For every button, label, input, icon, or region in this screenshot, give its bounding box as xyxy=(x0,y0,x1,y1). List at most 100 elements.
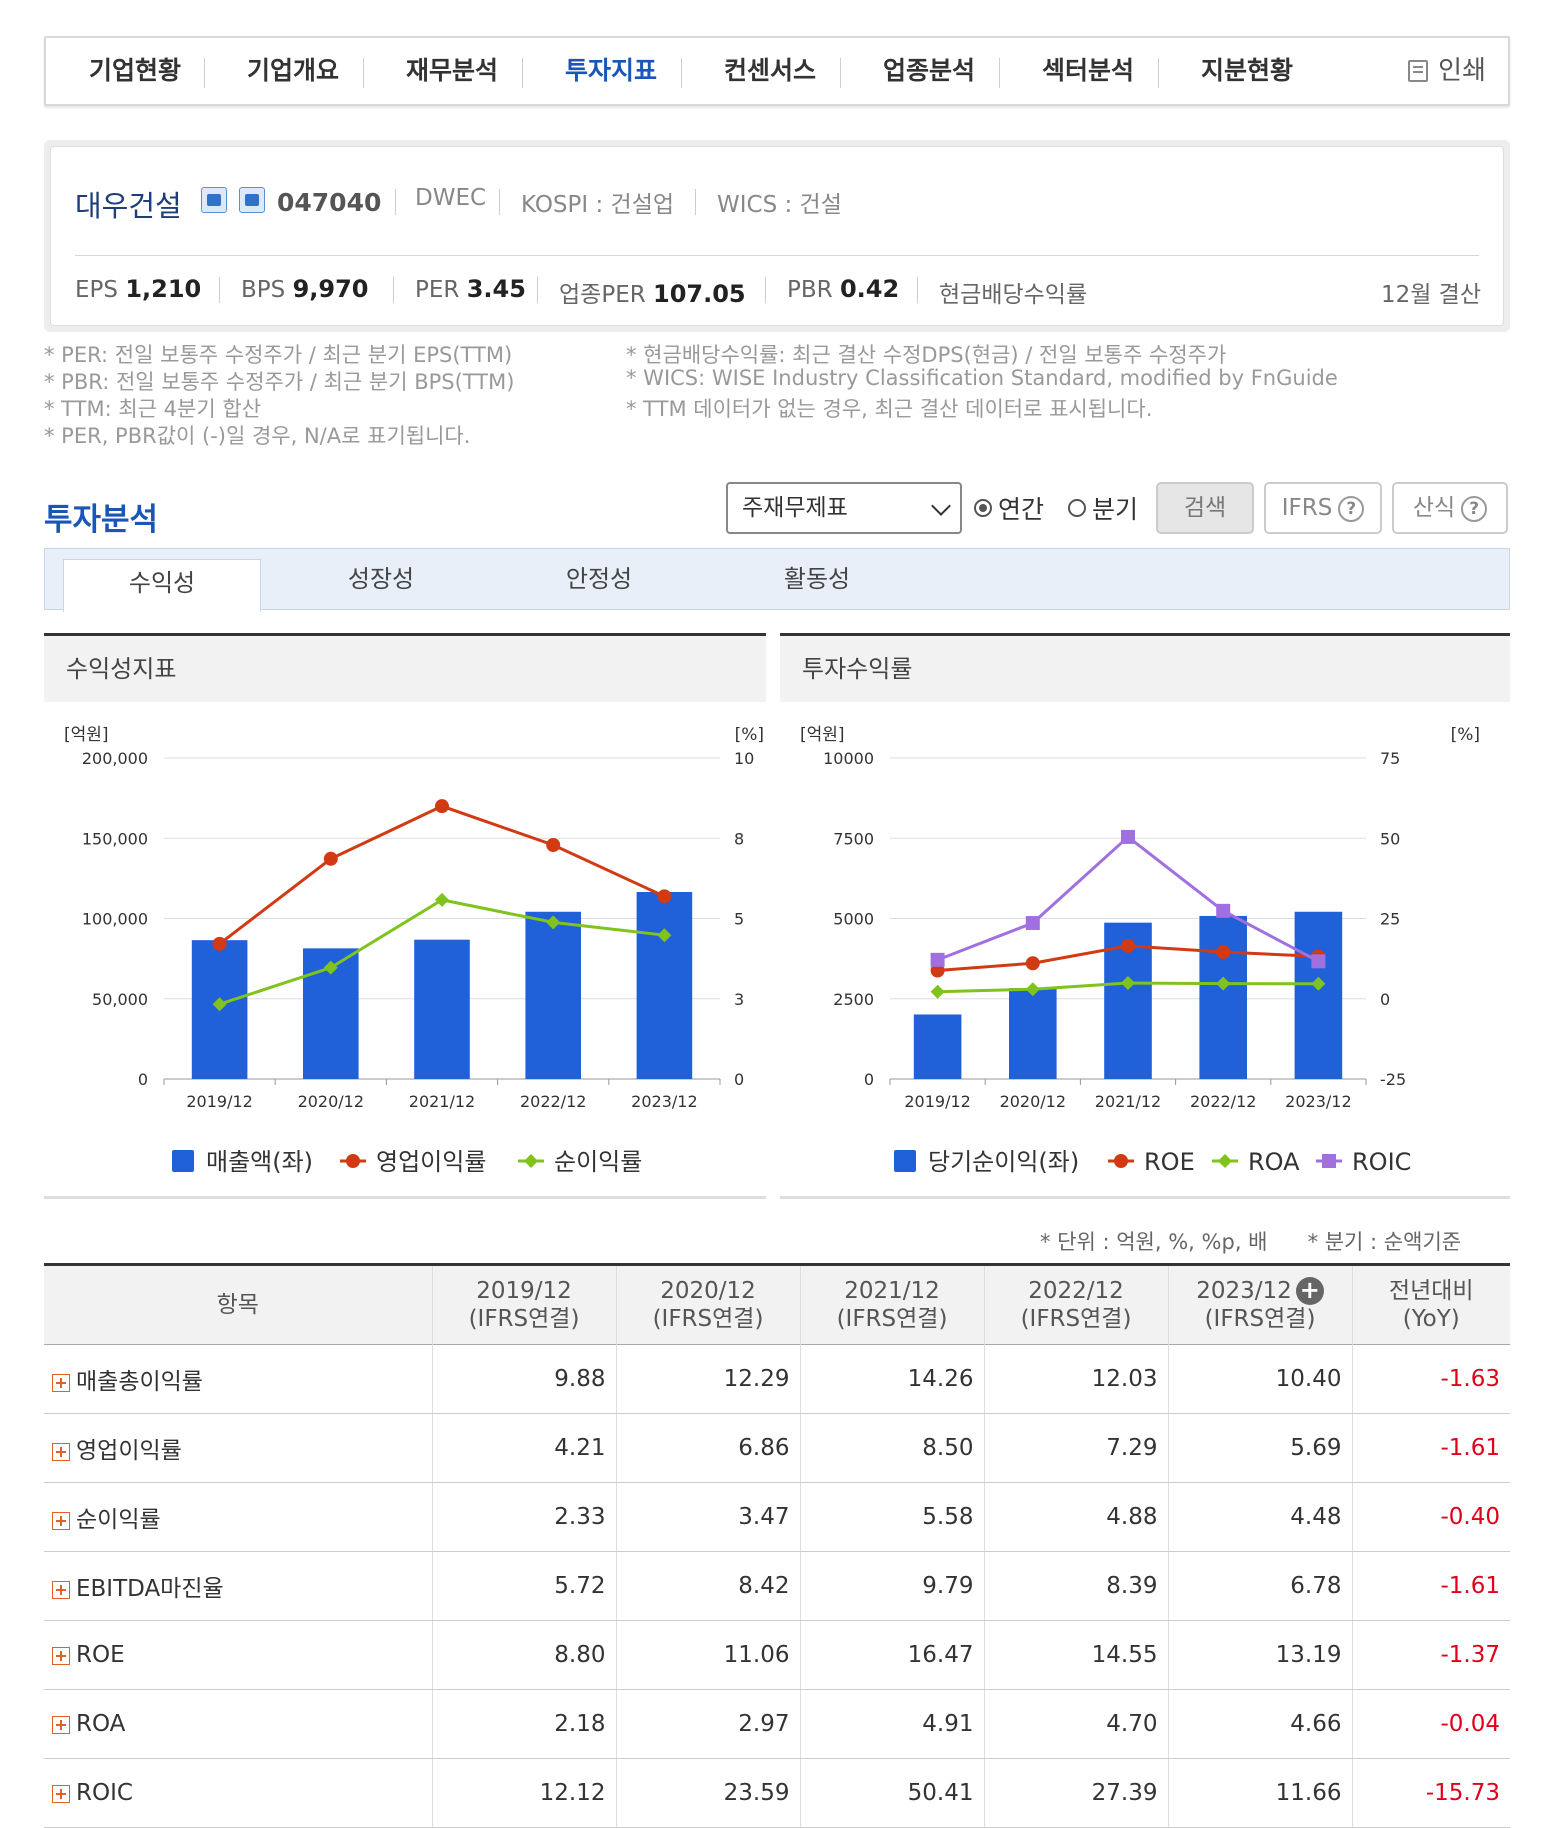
search-button[interactable]: 검색 xyxy=(1156,482,1254,534)
point[interactable] xyxy=(1311,954,1326,969)
point[interactable] xyxy=(1025,982,1040,997)
value-cell: 4.21 xyxy=(431,1413,616,1483)
expand-row-icon[interactable] xyxy=(52,1511,70,1530)
y-right-tick: 50 xyxy=(1380,829,1400,848)
point[interactable] xyxy=(1025,916,1040,931)
bar[interactable] xyxy=(1199,915,1247,1079)
point[interactable] xyxy=(930,963,945,978)
radio-quarter[interactable]: 분기 xyxy=(1068,490,1138,526)
y-right-tick: 25 xyxy=(1380,910,1400,929)
bar[interactable] xyxy=(1294,911,1343,1079)
point[interactable] xyxy=(323,960,338,975)
company-info-inner: 대우건설 047040 DWEC KOSPI : 건설업 WICS : 건설 E… xyxy=(50,146,1504,326)
subtab-profitability[interactable]: 수익성 xyxy=(63,559,261,612)
tab-consensus[interactable]: 컨센서스 xyxy=(723,56,816,85)
tab-financial-analysis[interactable]: 재무분석 xyxy=(405,56,498,85)
legend-label: 매출액(좌) xyxy=(206,1148,313,1176)
bar[interactable] xyxy=(414,939,470,1079)
value-cell: 4.88 xyxy=(983,1482,1168,1552)
ifrs-help-button[interactable]: IFRS? xyxy=(1264,482,1382,534)
legend-swatch xyxy=(894,1150,916,1172)
radio-annual[interactable]: 연간 xyxy=(974,490,1044,526)
row-label-cell[interactable]: ROE xyxy=(44,1620,432,1690)
bar[interactable] xyxy=(636,892,693,1079)
units-label: * 단위 : 억원, %, %p, 배 xyxy=(1040,1230,1268,1254)
legend-marker xyxy=(1114,1154,1128,1168)
value-cell: 23.59 xyxy=(615,1758,800,1828)
expand-row-icon[interactable] xyxy=(52,1784,70,1803)
yoy-cell: -15.73 xyxy=(1351,1758,1510,1828)
value-cell: 4.70 xyxy=(983,1689,1168,1759)
point[interactable] xyxy=(930,984,945,999)
point[interactable] xyxy=(546,915,561,930)
row-label-cell[interactable]: 매출총이익률 xyxy=(44,1344,432,1414)
radio-checked-icon xyxy=(974,499,992,517)
header-line-2: (IFRS연결) xyxy=(652,1306,764,1332)
sub-tabs: 수익성 성장성 안정성 활동성 xyxy=(44,548,1510,612)
point[interactable] xyxy=(323,851,338,866)
row-label-cell[interactable]: ROA xyxy=(44,1689,432,1759)
point[interactable] xyxy=(1216,976,1231,991)
header-line-1: 2021/12 xyxy=(844,1278,940,1304)
point[interactable] xyxy=(1216,945,1231,960)
tab-investment-indicators[interactable]: 투자지표 xyxy=(564,56,657,85)
value-cell: 4.91 xyxy=(799,1689,984,1759)
point[interactable] xyxy=(212,997,227,1012)
value-cell: 10.40 xyxy=(1167,1344,1352,1414)
point[interactable] xyxy=(212,936,227,951)
expand-row-icon[interactable] xyxy=(52,1580,70,1599)
divider xyxy=(75,255,1479,256)
point[interactable] xyxy=(657,889,672,904)
table-row: 순이익률 2.33 3.47 5.58 4.88 4.48 -0.40 xyxy=(44,1482,1510,1552)
point[interactable] xyxy=(657,928,672,943)
table-row: 매출총이익률 9.88 12.29 14.26 12.03 10.40 -1.63 xyxy=(44,1344,1510,1414)
point[interactable] xyxy=(435,892,449,907)
row-label-cell[interactable]: 영업이익률 xyxy=(44,1413,432,1483)
column-header-period: 2023/12 + (IFRS연결) xyxy=(1167,1264,1352,1345)
bar[interactable] xyxy=(1009,988,1057,1079)
value-cell: 4.48 xyxy=(1167,1482,1352,1552)
point[interactable] xyxy=(1216,903,1231,918)
metric-eps: EPS 1,210 xyxy=(75,275,202,303)
value-cell: 13.19 xyxy=(1167,1620,1352,1690)
tab-shareholding[interactable]: 지분현황 xyxy=(1200,56,1293,85)
homepage-icon[interactable] xyxy=(201,187,227,213)
expand-row-icon[interactable] xyxy=(52,1646,70,1665)
point[interactable] xyxy=(435,799,449,814)
subtab-activity[interactable]: 활동성 xyxy=(783,565,851,593)
tab-company-status[interactable]: 기업현황 xyxy=(88,56,181,85)
print-button[interactable]: 인쇄 xyxy=(1408,38,1486,104)
table-body: 매출총이익률 9.88 12.29 14.26 12.03 10.40 -1.63 영업이익률… xyxy=(44,1344,1510,1828)
tab-company-overview[interactable]: 기업개요 xyxy=(246,56,339,85)
point[interactable] xyxy=(546,837,561,852)
tab-sector-analysis[interactable]: 섹터분석 xyxy=(1041,56,1134,85)
expand-row-icon[interactable] xyxy=(52,1715,70,1734)
point[interactable] xyxy=(1311,976,1326,991)
row-label-cell[interactable]: 순이익률 xyxy=(44,1482,432,1552)
bar[interactable] xyxy=(913,1014,962,1079)
row-label-cell[interactable]: ROIC xyxy=(44,1758,432,1828)
formula-help-button[interactable]: 산식? xyxy=(1392,482,1508,534)
table-row: 영업이익률 4.21 6.86 8.50 7.29 5.69 -1.61 xyxy=(44,1413,1510,1483)
tab-industry-analysis[interactable]: 업종분석 xyxy=(882,56,975,85)
subtab-growth[interactable]: 성장성 xyxy=(347,565,415,593)
expand-row-icon[interactable] xyxy=(52,1442,70,1461)
point[interactable] xyxy=(1121,938,1135,953)
row-label-cell[interactable]: EBITDA마진율 xyxy=(44,1551,432,1621)
y-left-unit: [억원] xyxy=(64,725,109,745)
point[interactable] xyxy=(1025,956,1040,971)
nav-divider xyxy=(204,58,205,88)
statement-select[interactable]: 주재무제표 xyxy=(726,482,962,534)
phone-icon[interactable] xyxy=(239,187,265,213)
bar[interactable] xyxy=(525,911,581,1079)
point[interactable] xyxy=(930,952,945,967)
value-cell: 5.69 xyxy=(1167,1413,1352,1483)
meta-divider xyxy=(695,189,696,215)
y-left-tick: 0 xyxy=(138,1070,148,1089)
metric-divider xyxy=(765,277,766,303)
point[interactable] xyxy=(1121,975,1135,990)
point[interactable] xyxy=(1121,829,1135,844)
expand-column-icon[interactable]: + xyxy=(1295,1277,1324,1305)
subtab-stability[interactable]: 안정성 xyxy=(565,565,633,593)
expand-row-icon[interactable] xyxy=(52,1373,70,1392)
